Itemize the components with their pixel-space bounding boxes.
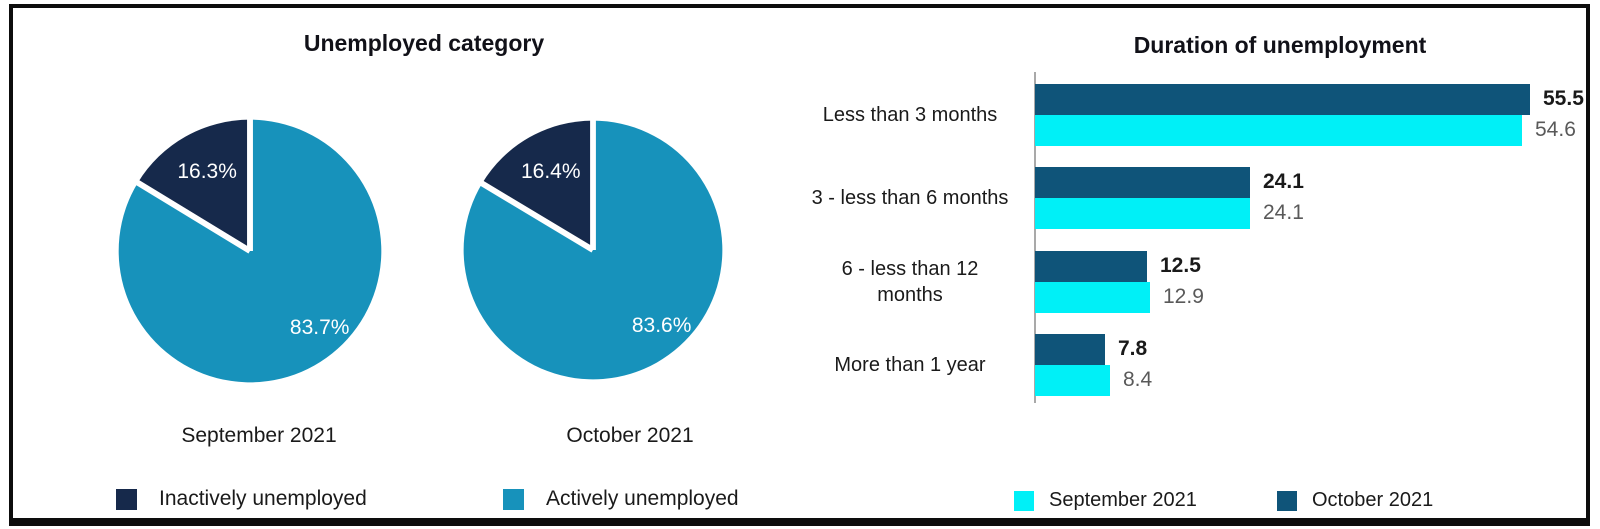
- pie-figure-september-2021: 83.7% 16.3%: [116, 117, 384, 385]
- bar-value-label-september-2021: 8.4: [1123, 368, 1153, 391]
- bar-september-2021: [1035, 365, 1110, 396]
- inactively-unemployed-swatch-icon: [116, 488, 137, 510]
- pie-slice-actively-unemployed: [118, 119, 382, 383]
- pie-month-label-october-2021: October 2021: [566, 424, 694, 447]
- bar-october-2021: [1035, 167, 1250, 198]
- pie-chart-title: Unemployed category: [303, 30, 545, 56]
- bar-category-label: Less than 3 months: [822, 104, 998, 126]
- pie-slice-label-inactively-unemployed: 16.3%: [177, 159, 237, 183]
- bar-value-label-october-2021: 12.5: [1160, 254, 1201, 277]
- legend-label: October 2021: [1312, 489, 1434, 511]
- pie-slice-label-actively-unemployed: 83.6%: [631, 313, 692, 337]
- pie-slice-inactively-unemployed: [482, 120, 593, 250]
- pie-figure-october-2021: 83.6% 16.4%: [461, 118, 725, 382]
- bar-chart-title: Duration of unemployment: [1133, 32, 1427, 58]
- september-2021-swatch-icon: [1014, 490, 1034, 511]
- october-2021-swatch-icon: [1277, 490, 1297, 511]
- bar-category-label: 6 - less than 12 months: [841, 258, 979, 306]
- bar-category-label: 3 - less than 6 months: [811, 187, 1009, 209]
- bar-september-2021: [1035, 115, 1522, 146]
- pie-slice-label-actively-unemployed: 83.7%: [289, 315, 350, 339]
- bar-value-label-october-2021: 24.1: [1263, 170, 1304, 193]
- bar-category-label: More than 1 year: [834, 354, 986, 376]
- bar-october-2021: [1035, 84, 1530, 115]
- bar-october-2021: [1035, 251, 1147, 282]
- bar-september-2021: [1035, 198, 1250, 229]
- pie-svg: [118, 117, 382, 383]
- pie-svg: [463, 118, 723, 380]
- legend-item-september-2021: September 2021: [1014, 489, 1197, 512]
- actively-unemployed-swatch-icon: [503, 488, 524, 510]
- pie-month-label-september-2021: September 2021: [181, 424, 337, 447]
- bar-value-label-october-2021: 55.5: [1543, 87, 1584, 110]
- pie-slice-divider: [477, 178, 595, 253]
- pie-slice-label-inactively-unemployed: 16.4%: [520, 160, 581, 184]
- legend-label: September 2021: [1049, 489, 1197, 511]
- legend-item-october-2021: October 2021: [1277, 489, 1433, 512]
- bar-value-label-october-2021: 7.8: [1118, 337, 1148, 360]
- legend-item-actively-unemployed: Actively unemployed: [503, 487, 739, 511]
- bar-october-2021: [1035, 334, 1105, 365]
- bar-value-label-september-2021: 24.1: [1263, 201, 1304, 224]
- pie-slice-divider: [132, 178, 252, 254]
- legend-item-inactively-unemployed: Inactively unemployed: [116, 487, 367, 511]
- bar-september-2021: [1035, 282, 1150, 313]
- pie-slice-inactively-unemployed: [137, 119, 250, 252]
- bar-chart-axis: [1034, 72, 1036, 403]
- legend-label: Actively unemployed: [546, 487, 739, 510]
- bar-value-label-september-2021: 12.9: [1163, 285, 1204, 308]
- legend-label: Inactively unemployed: [159, 487, 367, 510]
- bar-value-label-september-2021: 54.6: [1535, 118, 1576, 141]
